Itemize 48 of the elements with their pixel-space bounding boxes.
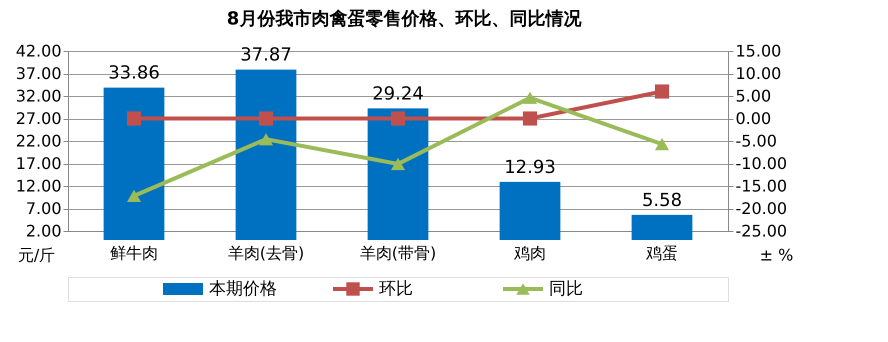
legend-label: 本期价格 [209, 279, 277, 299]
x-tick-label: 鸡肉 [513, 244, 546, 262]
point [390, 111, 406, 126]
x-tick-label: 羊肉(去骨) [228, 244, 304, 262]
point [522, 111, 538, 126]
x-tick-label: 鸡蛋 [645, 244, 678, 262]
y-tick-label: 22.00 [16, 132, 62, 150]
y2-tick-label: -15.00 [736, 176, 788, 196]
y-tick-label: 17.00 [16, 154, 62, 173]
legend-label: 同比 [549, 279, 583, 299]
y2-tick-label: 0.00 [736, 109, 772, 128]
y-tick-label: 2.00 [26, 222, 62, 240]
y2-tick-label: -25.00 [736, 222, 788, 240]
y2-tick-label: 15.00 [736, 42, 782, 60]
point [258, 133, 274, 146]
y-tick-label: 42.00 [16, 42, 62, 60]
data-label: 37.87 [240, 44, 292, 66]
y2-axis-title: ± % [760, 246, 794, 264]
data-label: 12.93 [504, 156, 556, 178]
chart-title: 8月份我市肉禽蛋零售价格、环比、同比情况 [226, 8, 582, 30]
y-axis-title: 元/斤 [18, 246, 56, 264]
y-tick-label: 12.00 [16, 176, 62, 196]
y2-tick-label: -5.00 [736, 132, 777, 150]
point [390, 158, 406, 170]
y2-tick-label: -20.00 [736, 199, 788, 218]
y-tick-label: 7.00 [26, 199, 62, 218]
legend-label: 环比 [379, 279, 413, 299]
y-tick-label: 32.00 [16, 86, 62, 106]
point [654, 138, 670, 150]
point [126, 190, 142, 202]
y2-tick-label: 10.00 [736, 64, 782, 83]
bar [500, 182, 560, 240]
y2-tick-label: -10.00 [736, 154, 788, 173]
x-tick-label: 羊肉(带骨) [360, 244, 436, 262]
point [522, 92, 538, 104]
data-label: 33.86 [108, 62, 160, 84]
y-tick-label: 37.00 [16, 64, 62, 83]
y-tick-label: 27.00 [16, 109, 62, 128]
bar [236, 70, 296, 240]
data-label: 5.58 [642, 190, 682, 211]
bar [632, 214, 692, 240]
point [654, 84, 670, 99]
y2-tick-label: 5.00 [736, 86, 772, 106]
point [126, 111, 142, 126]
point [258, 111, 274, 126]
bar [104, 88, 164, 240]
x-tick-label: 鲜牛肉 [110, 244, 158, 262]
data-label: 29.24 [372, 83, 424, 104]
